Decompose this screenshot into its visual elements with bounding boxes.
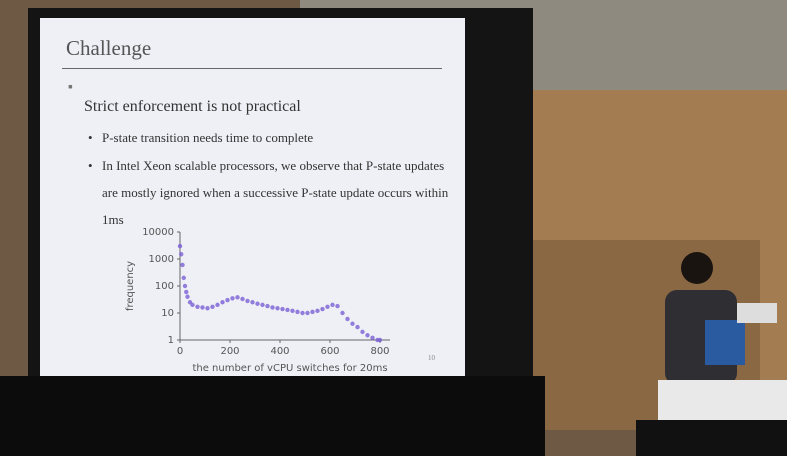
point <box>370 335 375 341</box>
y-axis-label: frequency <box>125 261 136 311</box>
chart: frequency the number of vCPU switches fo… <box>125 227 390 372</box>
x-tick-label: 400 <box>270 346 289 357</box>
point <box>230 296 235 301</box>
point <box>177 243 183 249</box>
point <box>265 303 270 309</box>
point <box>355 324 360 330</box>
point <box>260 302 265 308</box>
point <box>190 302 195 308</box>
point <box>310 309 315 315</box>
speaker-head <box>681 252 713 284</box>
point <box>350 321 355 326</box>
point <box>285 307 290 313</box>
point <box>179 252 184 257</box>
point <box>225 297 230 303</box>
sub-bullet: In Intel Xeon scalable processors, we ob… <box>102 158 449 227</box>
point <box>377 337 383 343</box>
point <box>365 333 370 338</box>
y-tick-label: 1 <box>168 335 174 346</box>
point <box>340 310 345 316</box>
projector <box>658 380 787 425</box>
point <box>200 305 205 310</box>
point <box>240 296 245 302</box>
point <box>184 289 189 295</box>
point <box>182 283 188 289</box>
point <box>330 302 335 308</box>
x-tick-label: 0 <box>177 346 183 357</box>
point <box>255 301 260 306</box>
slide-title: Challenge <box>66 36 152 60</box>
point <box>210 304 215 309</box>
point <box>245 298 250 304</box>
y-tick-label: 10000 <box>142 227 174 238</box>
point <box>335 303 340 309</box>
point <box>250 300 255 305</box>
point <box>295 309 300 315</box>
point <box>195 304 200 309</box>
point <box>215 302 220 308</box>
podium-light <box>705 320 745 365</box>
point <box>235 295 240 300</box>
point <box>270 305 275 310</box>
y-tick-label: 10 <box>161 308 174 319</box>
page-number: 10 <box>428 354 435 362</box>
point <box>345 316 350 322</box>
point <box>275 306 280 311</box>
point <box>181 275 186 281</box>
point <box>220 300 225 305</box>
point <box>205 306 210 311</box>
bullet-marker: • <box>88 130 93 145</box>
stage <box>0 376 545 456</box>
bullet: Strict enforcement is not practical <box>84 98 301 115</box>
point <box>320 306 325 312</box>
y-tick-label: 100 <box>155 281 174 292</box>
point <box>300 310 305 316</box>
sub-bullet: P-state transition needs time to complet… <box>102 130 314 145</box>
bullet-marker: ▪ <box>68 80 73 95</box>
point <box>325 304 330 309</box>
point <box>315 308 320 314</box>
x-tick-label: 800 <box>370 346 389 357</box>
slide: Challenge ▪ Strict enforcement is not pr… <box>40 18 465 376</box>
point <box>185 294 190 299</box>
point <box>360 329 365 335</box>
x-tick-label: 600 <box>320 346 339 357</box>
point <box>280 306 285 312</box>
title-rule <box>62 68 442 69</box>
point <box>290 308 295 314</box>
point <box>305 310 310 316</box>
bullet-marker: • <box>88 158 93 173</box>
x-axis-label: the number of vCPU switches for 20ms <box>192 363 387 372</box>
point <box>180 262 185 268</box>
x-tick-label: 200 <box>220 346 239 357</box>
table <box>636 420 787 456</box>
laptop <box>737 303 777 323</box>
y-tick-label: 1000 <box>149 254 174 265</box>
